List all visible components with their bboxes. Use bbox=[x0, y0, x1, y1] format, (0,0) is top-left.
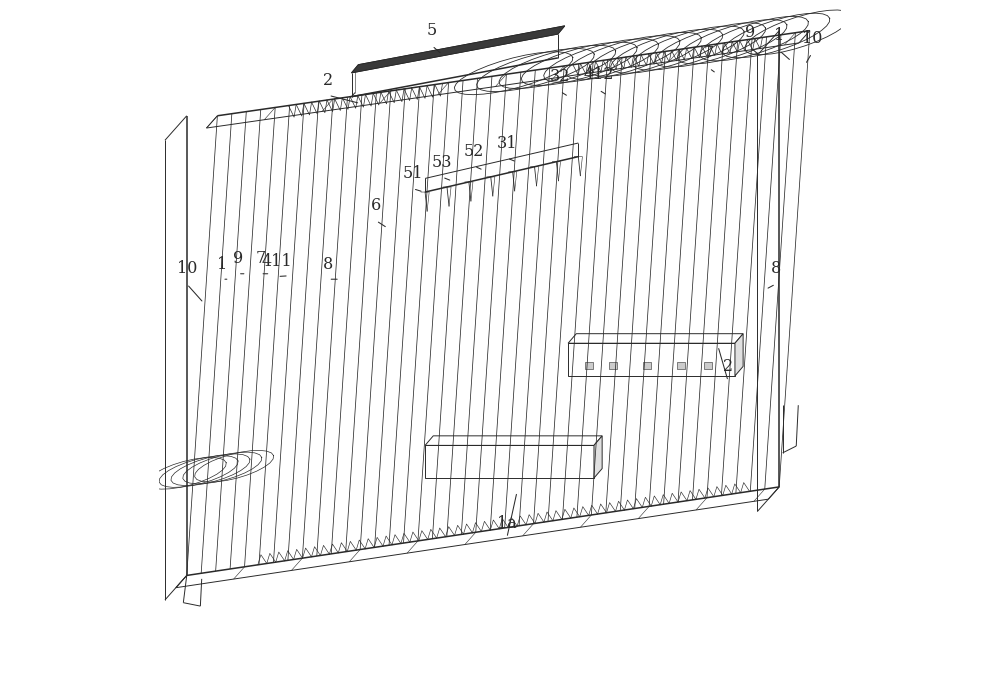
Text: 5: 5 bbox=[427, 22, 437, 39]
Text: 31: 31 bbox=[497, 135, 517, 151]
Text: 9: 9 bbox=[745, 25, 756, 41]
Polygon shape bbox=[735, 334, 743, 376]
Text: 1a: 1a bbox=[497, 515, 517, 531]
Bar bbox=[585, 362, 593, 369]
Text: 1: 1 bbox=[217, 256, 227, 272]
Bar bbox=[704, 362, 712, 369]
Text: 1: 1 bbox=[774, 27, 784, 44]
Text: 10: 10 bbox=[177, 261, 197, 277]
Text: 51: 51 bbox=[403, 165, 423, 182]
Text: 8: 8 bbox=[323, 256, 334, 272]
Text: 7: 7 bbox=[704, 45, 714, 61]
Bar bbox=[609, 362, 617, 369]
Polygon shape bbox=[594, 436, 602, 478]
Polygon shape bbox=[352, 26, 565, 73]
Text: 2: 2 bbox=[323, 72, 333, 89]
Text: 8: 8 bbox=[771, 261, 781, 277]
Bar bbox=[643, 362, 651, 369]
Text: 6: 6 bbox=[371, 197, 381, 214]
Text: 412: 412 bbox=[583, 67, 614, 83]
Text: 7: 7 bbox=[255, 251, 265, 267]
Bar bbox=[677, 362, 685, 369]
Text: 53: 53 bbox=[432, 154, 452, 170]
Text: 9: 9 bbox=[233, 251, 243, 267]
Text: 52: 52 bbox=[464, 143, 484, 159]
Text: 411: 411 bbox=[262, 253, 293, 270]
Text: 2: 2 bbox=[723, 358, 733, 375]
Text: 32: 32 bbox=[550, 68, 570, 84]
Text: 10: 10 bbox=[802, 30, 822, 46]
